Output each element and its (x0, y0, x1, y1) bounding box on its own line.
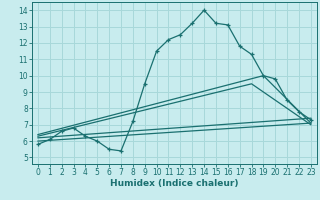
X-axis label: Humidex (Indice chaleur): Humidex (Indice chaleur) (110, 179, 239, 188)
